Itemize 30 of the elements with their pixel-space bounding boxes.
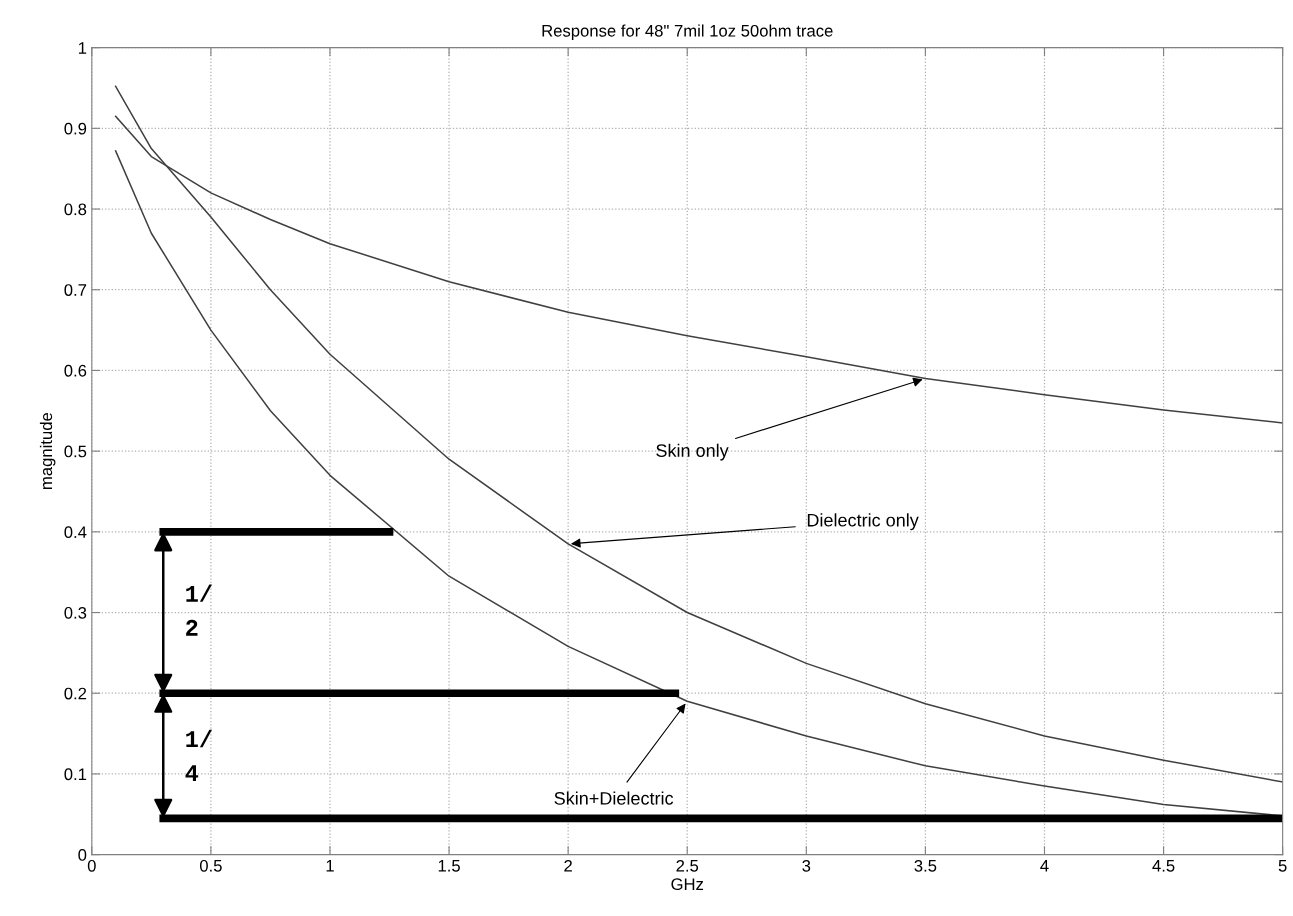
- annotation: Dielectric only: [807, 513, 919, 531]
- y-tick-label: 0.5: [64, 445, 87, 458]
- y-tick-label: 0.7: [64, 284, 87, 296]
- y-axis-title: magnitude: [39, 412, 56, 489]
- x-tick-label: 0: [87, 859, 96, 872]
- x-axis-title: GHz: [671, 878, 704, 891]
- annotation: Skin+Dielectric: [554, 791, 674, 805]
- x-tick-label: 1.5: [438, 860, 460, 872]
- y-tick-label: 0.2: [64, 687, 87, 700]
- x-tick-label: 2.5: [676, 859, 699, 872]
- y-tick-label: 0.1: [64, 768, 87, 781]
- y-tick-label: 0.8: [64, 203, 87, 216]
- annotation: Skin only: [656, 443, 729, 461]
- x-tick-label: 2: [564, 859, 572, 872]
- y-tick-label: 0.3: [64, 606, 87, 619]
- x-tick-label: 0.5: [199, 859, 222, 872]
- y-tick-label: 0.4: [64, 526, 87, 539]
- x-tick-label: 4.5: [1152, 860, 1175, 872]
- x-tick-label: 3.5: [914, 859, 937, 872]
- y-tick-label: 1: [78, 42, 87, 54]
- annotation: 1/ 4: [185, 729, 212, 781]
- chart-title: Response for 48" 7mil 1oz 50ohm trace: [542, 24, 833, 40]
- x-tick-label: 1: [326, 860, 334, 872]
- x-tick-label: 5: [1278, 860, 1287, 872]
- annotation: 1/ 2: [186, 584, 212, 636]
- y-tick-label: 0.6: [64, 364, 87, 377]
- x-tick-label: 3: [802, 859, 811, 872]
- y-tick-label: 0.9: [64, 122, 87, 135]
- x-tick-label: 4: [1040, 860, 1049, 872]
- y-tick-label: 0: [78, 849, 87, 861]
